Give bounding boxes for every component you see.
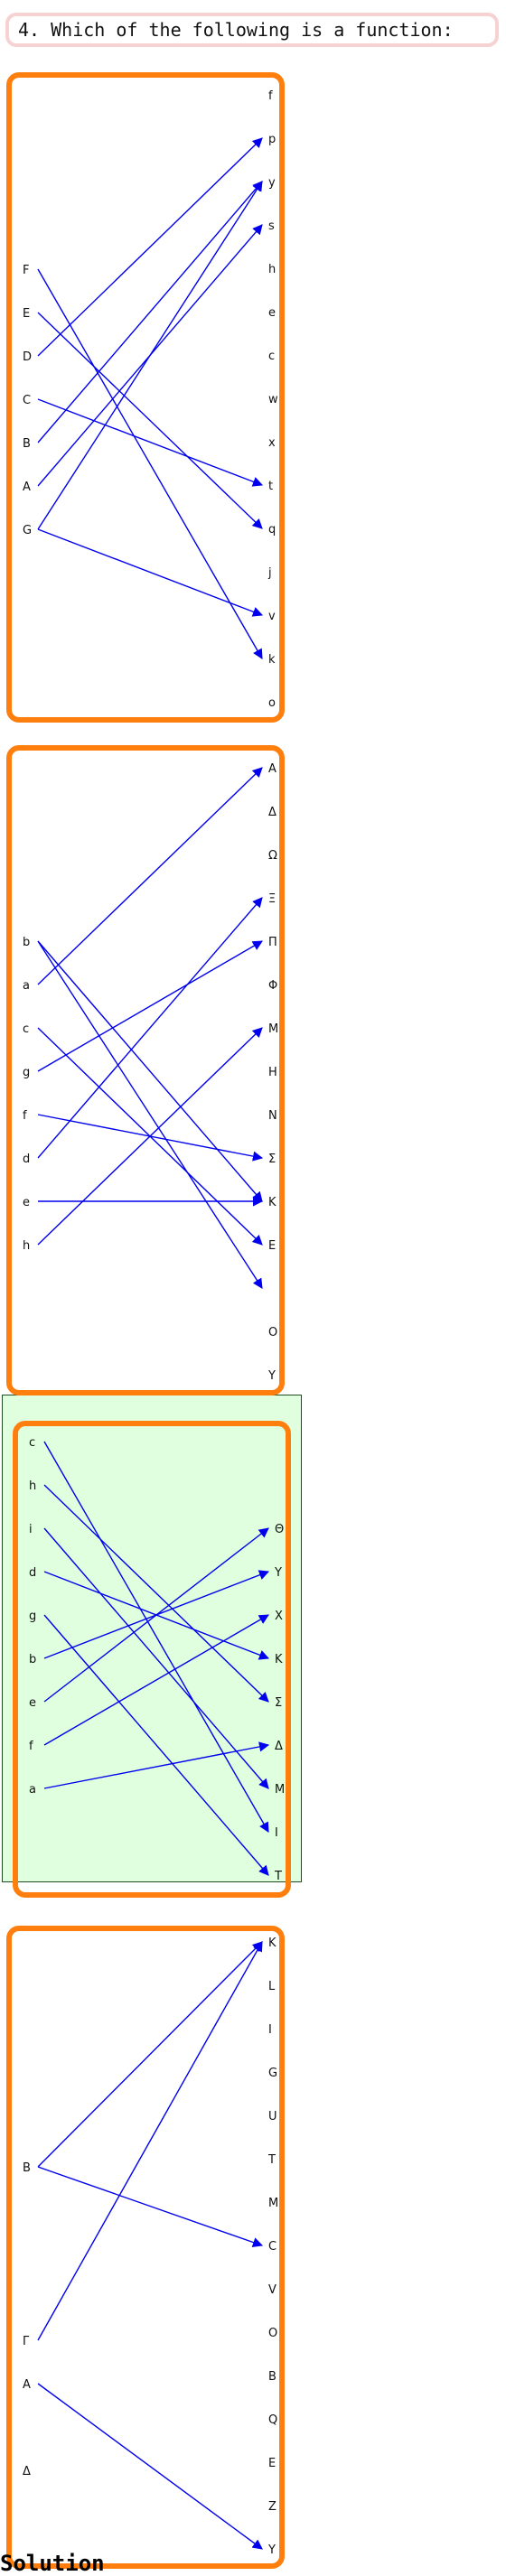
solution-heading: Solution	[0, 2551, 105, 2576]
option-panel-2[interactable]	[6, 745, 285, 1395]
option-panel-1[interactable]	[6, 72, 285, 723]
option-panel-4[interactable]	[6, 1926, 285, 2569]
option-panel-3[interactable]	[13, 1421, 291, 1898]
question-text: 4. Which of the following is a function:	[5, 13, 499, 47]
